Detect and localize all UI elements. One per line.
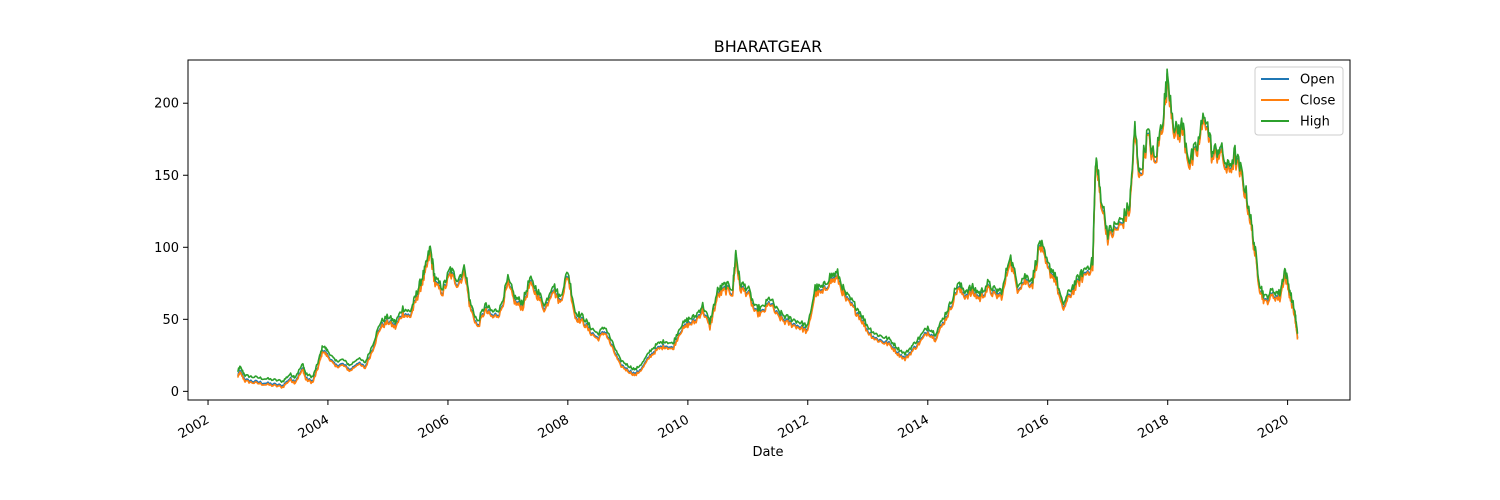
series-line-open xyxy=(237,72,1299,388)
legend-label-close: Close xyxy=(1300,94,1335,109)
x-tick-label: 2012 xyxy=(776,412,812,442)
x-tick-label: 2006 xyxy=(416,412,452,442)
legend-box xyxy=(1254,66,1344,136)
y-axis: 0 50 100 150 200 xyxy=(154,97,188,400)
x-axis-label: Date xyxy=(752,445,783,460)
x-tick-label: 2018 xyxy=(1136,412,1172,442)
series-line-high xyxy=(237,68,1299,383)
axes-frame xyxy=(187,59,1351,401)
x-tick-label: 2008 xyxy=(536,412,572,442)
plot-area xyxy=(187,59,1351,401)
y-tick-label: 50 xyxy=(162,313,179,328)
legend: Open Close High xyxy=(1254,66,1344,136)
y-tick-label: 100 xyxy=(154,241,179,256)
x-axis: 2002 2004 2006 2008 2010 2012 2014 2016 2018 2020 xyxy=(176,400,1292,442)
x-tick-label: 2010 xyxy=(656,412,692,442)
x-tick-label: 2002 xyxy=(176,412,212,442)
x-tick-label: 2004 xyxy=(296,412,332,442)
legend-label-open: Open xyxy=(1300,73,1335,88)
chart-title: BHARATGEAR xyxy=(714,37,822,56)
y-tick-label: 150 xyxy=(154,169,179,184)
legend-label-high: High xyxy=(1300,115,1330,130)
x-tick-label: 2016 xyxy=(1016,412,1052,442)
y-tick-label: 200 xyxy=(154,97,179,112)
plot-lines xyxy=(237,68,1299,389)
x-tick-label: 2014 xyxy=(896,412,932,442)
series-line-close xyxy=(237,74,1299,389)
y-tick-label: 0 xyxy=(171,385,179,400)
x-tick-label: 2020 xyxy=(1255,412,1291,442)
